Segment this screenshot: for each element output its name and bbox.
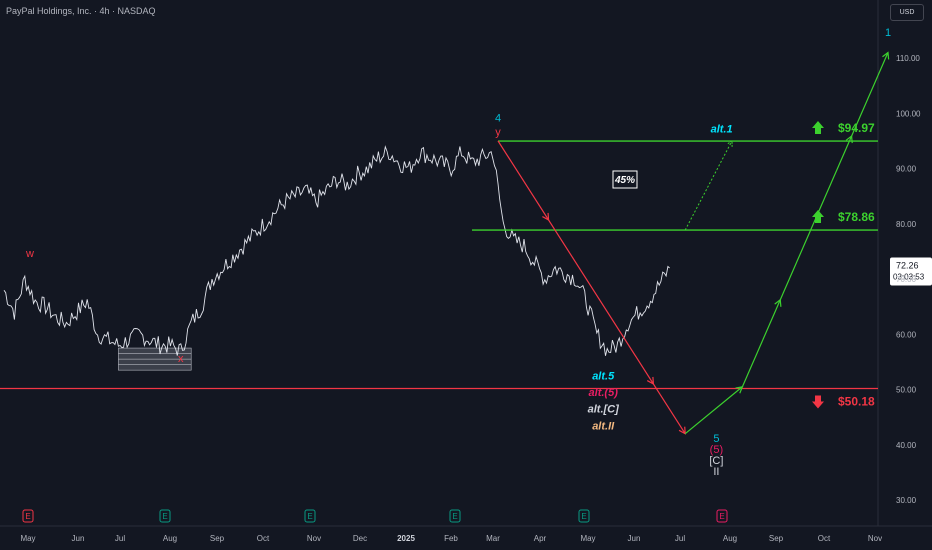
projection-segment [685, 387, 742, 434]
stop-loss-down-arrow-icon [812, 396, 824, 409]
axes: 30.00 40.00 50.00 60.00 70.00 80.00 90.00 100.0… [20, 54, 921, 543]
wave-labels: 45%wx4y15(5)[C]IIalt.1alt.5alt.(5)alt.[C… [25, 27, 932, 478]
y-tick-label: 70.00 [896, 275, 917, 284]
y-tick-label: 80.00 [896, 220, 917, 229]
earnings-event-icon: E [23, 510, 33, 522]
x-tick-label: Feb [444, 534, 458, 543]
probability-box: 45% [613, 171, 637, 188]
target-high-label: $94.97 [838, 121, 875, 135]
x-tick-label: Aug [723, 534, 737, 543]
x-tick-label: Jul [675, 534, 685, 543]
probability-label: 45% [614, 175, 635, 186]
x-tick-label: Oct [818, 534, 831, 543]
currency-selector[interactable]: USD [890, 4, 924, 21]
price-series [4, 147, 670, 356]
svg-text:E: E [25, 512, 30, 521]
svg-text:E: E [719, 512, 724, 521]
x-tick-label: Dec [353, 534, 367, 543]
x-tick-label: 2025 [397, 534, 415, 543]
target-mid-label: $78.86 [838, 210, 875, 224]
x-tick-label: Sep [769, 534, 784, 543]
wave-x-marker: x [178, 353, 184, 365]
alt-bracket-c-label: alt.[C] [588, 404, 620, 416]
earnings-event-icon: E [717, 510, 727, 522]
wave-4-marker: 4 [495, 113, 501, 125]
x-tick-label: Nov [307, 534, 321, 543]
y-tick-label: 30.00 [896, 496, 917, 505]
price-line [4, 147, 670, 356]
x-tick-label: May [20, 534, 35, 543]
alt-5-label: alt.5 [592, 371, 615, 383]
x-tick-label: Mar [486, 534, 500, 543]
y-tick-label: 60.00 [896, 330, 917, 339]
earnings-event-icon: E [160, 510, 170, 522]
projection-mid-arrow [647, 377, 653, 384]
y-tick-label: 90.00 [896, 165, 917, 174]
y-tick-label: 40.00 [896, 441, 917, 450]
current-price-value: 72.26 [896, 261, 919, 271]
projection-path [498, 52, 889, 433]
earnings-event-icon: E [579, 510, 589, 522]
svg-text:E: E [307, 512, 312, 521]
alt-paren5-label: alt.(5) [589, 387, 619, 399]
y-tick-label: 50.00 [896, 386, 917, 395]
x-tick-label: Jul [115, 534, 125, 543]
x-tick-label: Apr [534, 534, 547, 543]
wave-w-marker: w [25, 248, 34, 260]
x-tick-label: Sep [210, 534, 225, 543]
alt-dotted-path [685, 141, 732, 230]
y-tick-label: 100.00 [896, 109, 921, 118]
earnings-event-icon: E [450, 510, 460, 522]
stop-loss-label: $50.18 [838, 395, 875, 409]
x-tick-label: May [580, 534, 595, 543]
target-high-up-arrow-icon [812, 121, 824, 134]
svg-text:E: E [162, 512, 167, 521]
alt-roman2-label: alt.II [592, 420, 615, 432]
projection-mid-arrow [542, 213, 548, 220]
x-tick-label: Aug [163, 534, 177, 543]
svg-text:E: E [581, 512, 586, 521]
x-tick-label: Oct [257, 534, 270, 543]
chart-title: PayPal Holdings, Inc. · 4h · NASDAQ [6, 6, 156, 16]
x-tick-label: Jun [72, 534, 85, 543]
projection-arrowhead [679, 427, 685, 434]
earnings-event-icon: E [305, 510, 315, 522]
x-tick-label: Nov [868, 534, 882, 543]
wave-roman2-marker: II [713, 466, 719, 478]
chart-grid [0, 0, 932, 526]
svg-text:E: E [452, 512, 457, 521]
y-tick-label: 110.00 [896, 54, 920, 63]
alt-dotted-arrowhead [727, 141, 732, 147]
alt-1-label: alt.1 [711, 124, 733, 136]
wave-y-marker: y [495, 126, 501, 138]
wave-1-marker: 1 [885, 27, 891, 39]
x-tick-label: Jun [628, 534, 641, 543]
